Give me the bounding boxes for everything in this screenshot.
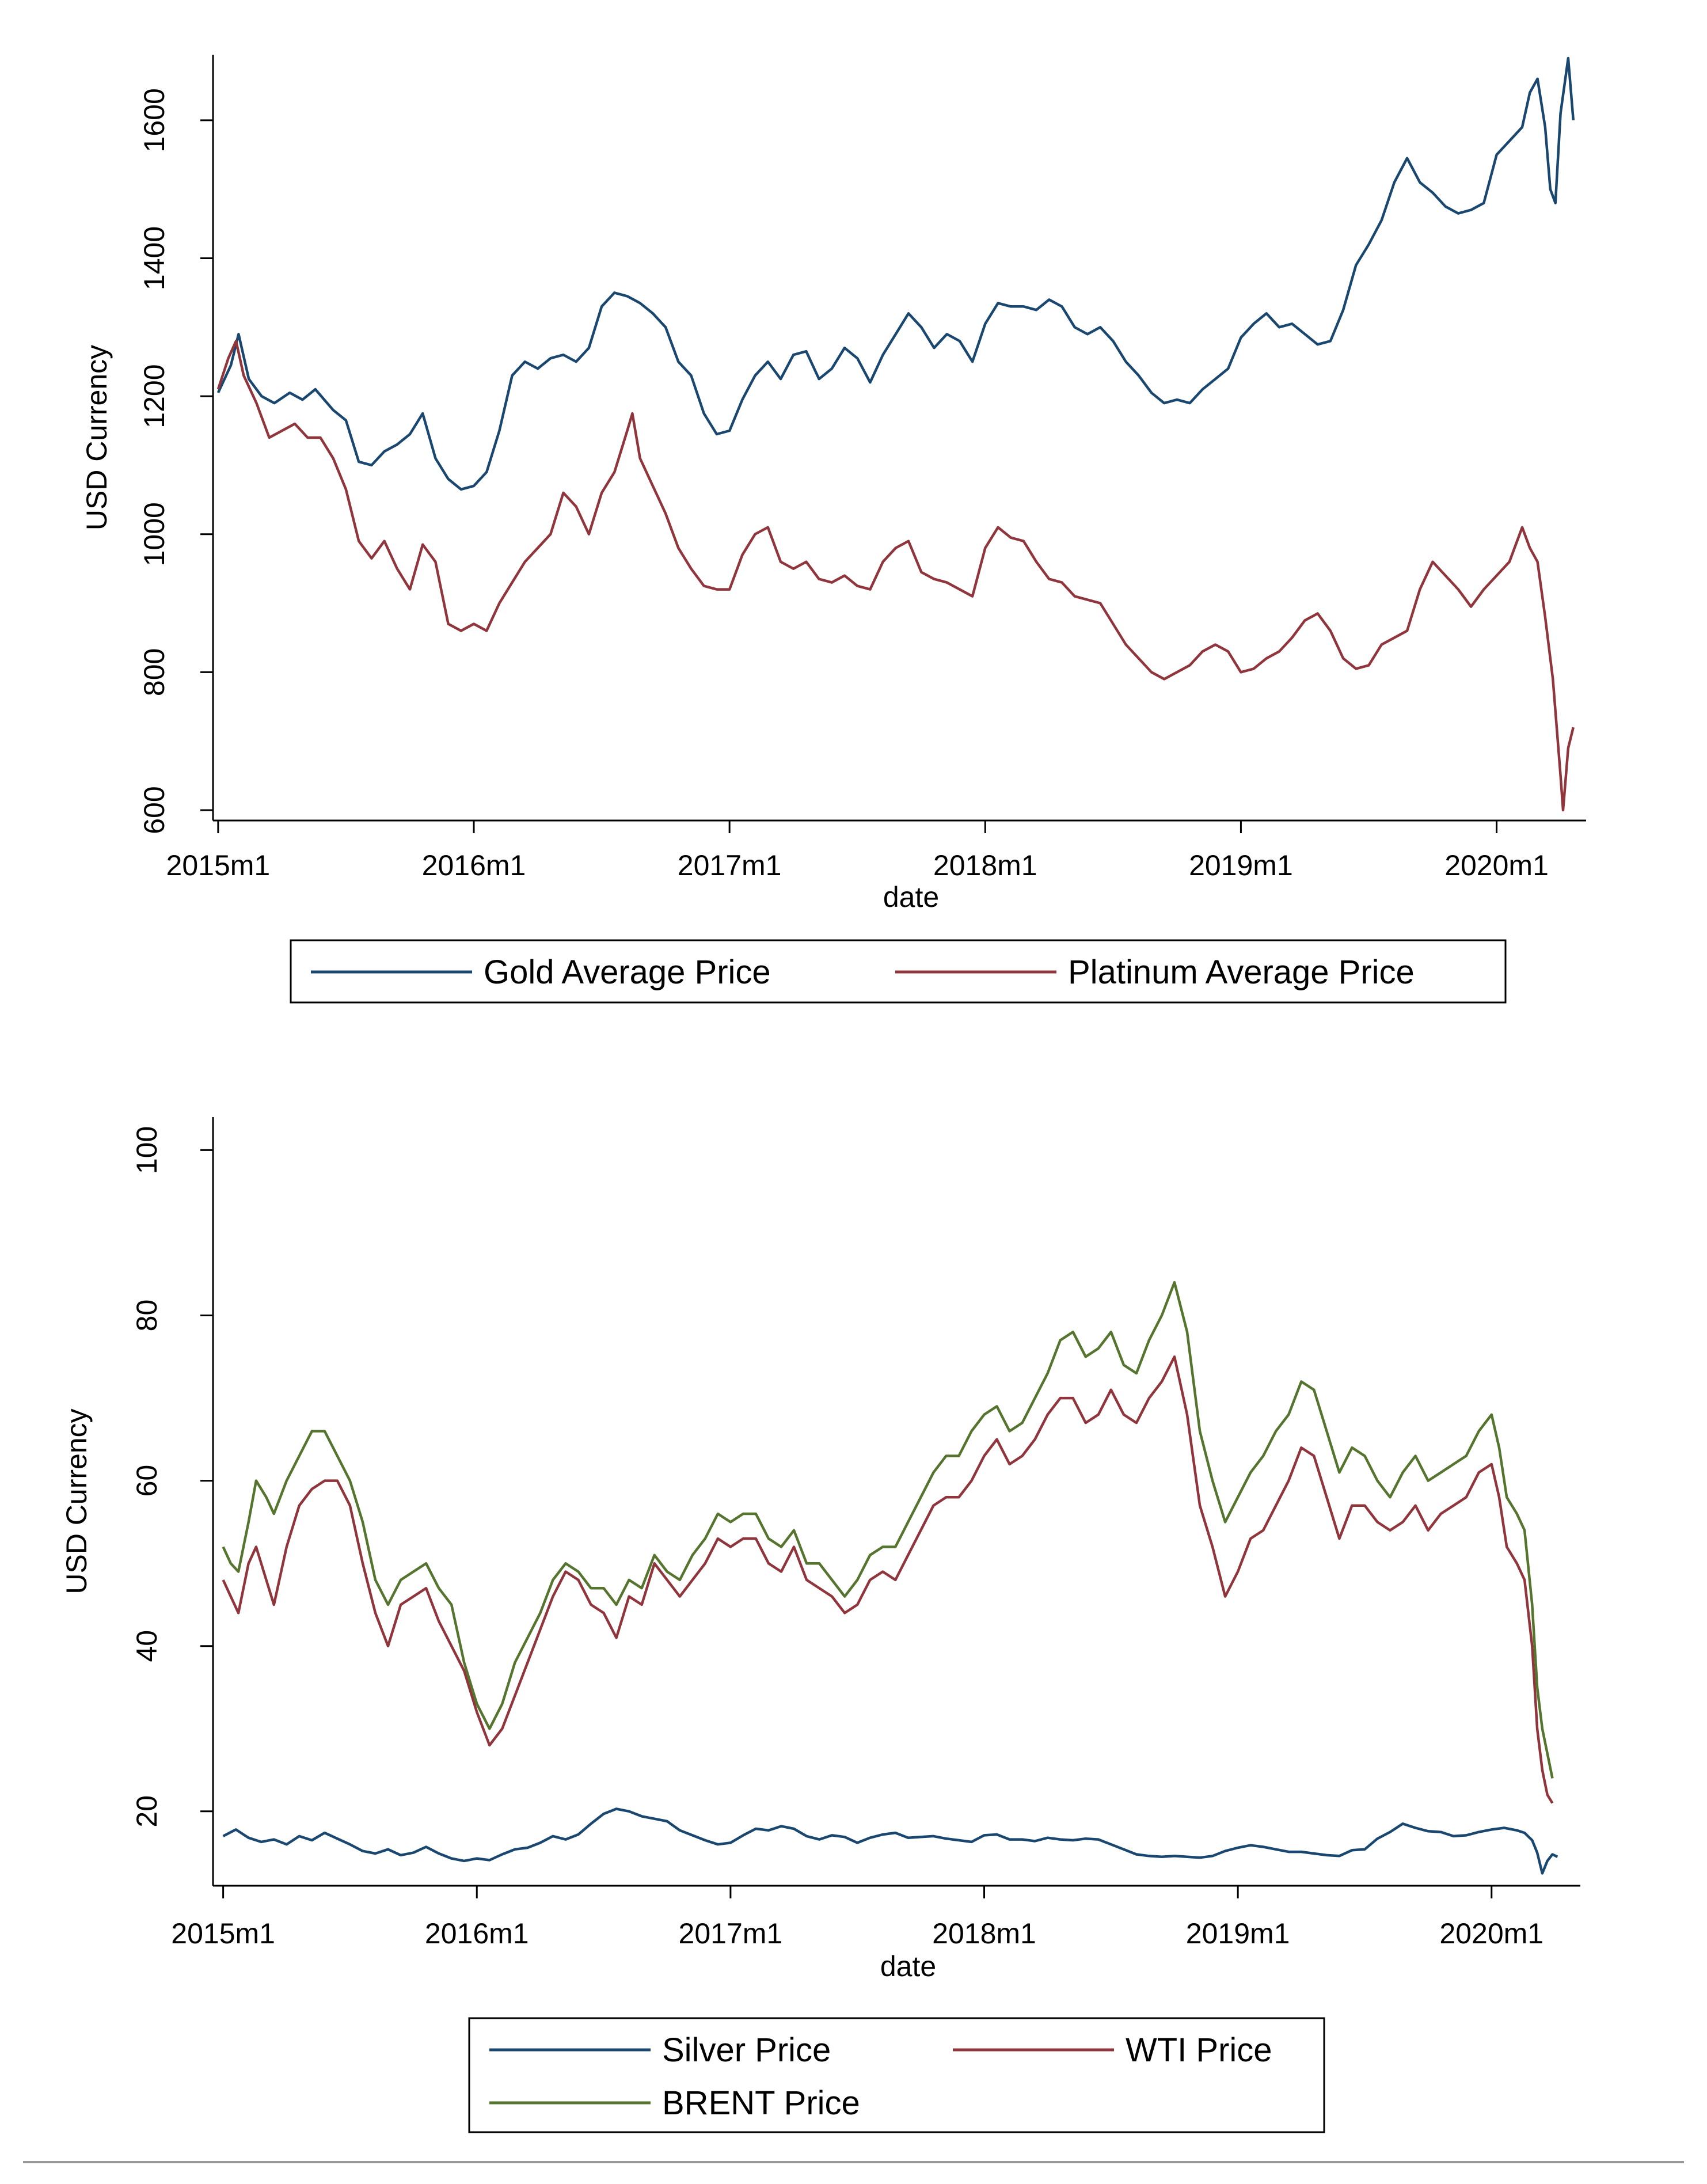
series-line-brent-price xyxy=(222,1281,1554,1779)
y-tick-label: 60 xyxy=(131,1465,163,1497)
legend-label: WTI Price xyxy=(1126,2031,1272,2069)
x-tick-label: 2016m1 xyxy=(425,1917,529,1950)
x-tick-label: 2017m1 xyxy=(679,1917,783,1950)
y-tick-label: 100 xyxy=(131,1126,163,1174)
x-axis-label: date xyxy=(880,1950,936,1982)
legend-label: BRENT Price xyxy=(662,2084,860,2122)
legend-label: Gold Average Price xyxy=(484,954,771,991)
legend-label: Silver Price xyxy=(662,2031,831,2069)
x-tick-label: 2018m1 xyxy=(933,849,1037,882)
y-tick-label: 600 xyxy=(138,786,170,834)
chart-1: 600 800 1000 1200 1400 1600 2015m1 2016m1 2017m1… xyxy=(81,55,1586,1004)
y-tick-label: 80 xyxy=(131,1300,163,1332)
x-tick-label: 2016m1 xyxy=(422,849,526,882)
series-line-wti-price xyxy=(222,1355,1554,1804)
x-tick-label: 2019m1 xyxy=(1189,849,1293,882)
series-line-silver-price xyxy=(222,1807,1558,1875)
y-tick-label: 1400 xyxy=(138,226,170,290)
y-tick-label: 20 xyxy=(131,1795,163,1828)
x-tick-label: 2020m1 xyxy=(1439,1917,1543,1950)
y-axis-label: USD Currency xyxy=(60,1408,93,1594)
x-tick-label: 2015m1 xyxy=(171,1917,275,1950)
series-line-gold-average-price xyxy=(216,56,1575,491)
legend: Silver Price WTI Price BRENT Price xyxy=(468,2017,1325,2133)
y-tick-label: 40 xyxy=(131,1630,163,1662)
x-tick-label: 2020m1 xyxy=(1444,849,1549,882)
y-tick-label: 1200 xyxy=(138,364,170,428)
x-axis-label: date xyxy=(883,881,939,913)
chart-2: 20 40 60 80 100 2015m1 2016m1 2017m1 2018m1 2019m… xyxy=(60,1117,1580,2133)
x-tick-label: 2018m1 xyxy=(932,1917,1036,1950)
y-axis-label: USD Currency xyxy=(81,345,113,530)
x-tick-label: 2015m1 xyxy=(166,849,271,882)
legend-box xyxy=(468,2017,1325,2133)
y-tick-label: 1600 xyxy=(138,88,170,152)
y-tick-label: 1000 xyxy=(138,502,170,566)
x-tick-label: 2017m1 xyxy=(678,849,782,882)
legend: Gold Average Price Platinum Average Price xyxy=(290,939,1507,1004)
y-tick-label: 800 xyxy=(138,648,170,696)
x-tick-label: 2019m1 xyxy=(1186,1917,1290,1950)
series-line-platinum-average-price xyxy=(216,340,1575,812)
legend-label: Platinum Average Price xyxy=(1068,954,1415,991)
